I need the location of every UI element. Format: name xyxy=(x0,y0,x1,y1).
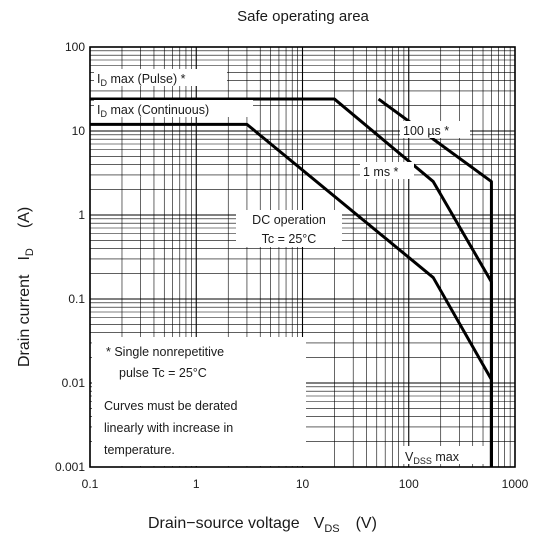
x-tick-label: 0.1 xyxy=(82,477,99,491)
svg-text:VDSS max: VDSS max xyxy=(405,450,460,466)
y-tick-label: 0.01 xyxy=(62,376,86,390)
svg-text:100 µs *: 100 µs * xyxy=(403,124,449,138)
x-tick-label: 100 xyxy=(399,477,419,491)
chart-title: Safe operating area xyxy=(237,8,369,25)
label-continuous-max: ID max (Continuous) xyxy=(94,100,253,119)
svg-text:* Single nonrepetitive: * Single nonrepetitive xyxy=(106,345,224,359)
svg-text:Curves must be derated: Curves must be derated xyxy=(104,399,237,413)
y-tick-label: 0.001 xyxy=(55,460,85,474)
y-tick-label: 0.1 xyxy=(68,292,85,306)
label-dc-operation: DC operation Tc = 25°C xyxy=(236,210,342,247)
y-tick-label: 10 xyxy=(72,124,86,138)
label-pulse-max: ID max (Pulse) * xyxy=(94,69,227,88)
svg-text:temperature.: temperature. xyxy=(104,443,175,457)
x-tick-label: 1000 xyxy=(502,477,529,491)
svg-text:linearly with increase in: linearly with increase in xyxy=(104,421,233,435)
label-vdss-max: VDSS max xyxy=(402,446,489,466)
label-100us: 100 µs * xyxy=(400,121,470,138)
x-tick-label: 1 xyxy=(193,477,200,491)
x-tick-label: 10 xyxy=(296,477,310,491)
notes-box: * Single nonrepetitive pulse Tc = 25°C C… xyxy=(92,337,306,466)
label-1ms: 1 ms * xyxy=(360,162,414,179)
svg-text:ID max (Pulse) *: ID max (Pulse) * xyxy=(97,72,186,88)
plot-border xyxy=(89,46,516,468)
y-tick-label: 100 xyxy=(65,40,85,54)
y-tick-label: 1 xyxy=(78,208,85,222)
svg-text:ID max (Continuous): ID max (Continuous) xyxy=(97,103,209,119)
svg-text:DC operation: DC operation xyxy=(252,213,326,227)
svg-text:Tc = 25°C: Tc = 25°C xyxy=(262,232,317,246)
svg-text:1 ms *: 1 ms * xyxy=(363,165,399,179)
series-line-3 xyxy=(377,97,493,467)
svg-text:pulse Tc = 25°C: pulse Tc = 25°C xyxy=(119,366,207,380)
y-axis-label: Drain currentID(A) xyxy=(16,207,36,367)
curves xyxy=(90,97,493,467)
x-axis-label: Drain−source voltage VDS (V) xyxy=(148,515,377,535)
tick-labels: 0.1 1 10 100 1000 0.001 0.01 0.1 1 10 100 xyxy=(55,40,529,491)
